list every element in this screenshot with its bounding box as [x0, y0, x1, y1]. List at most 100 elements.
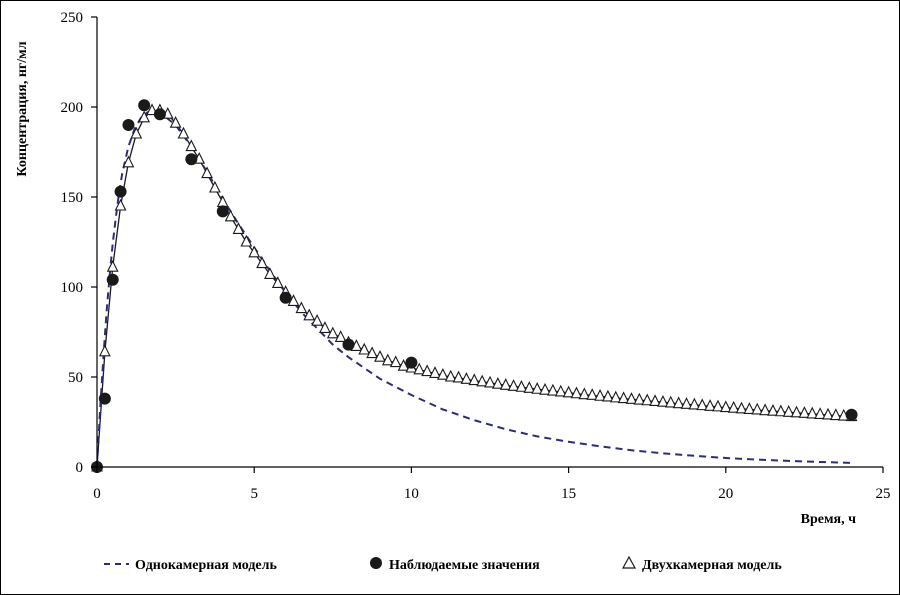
two-compartment-point	[664, 395, 677, 408]
two-compartment-point	[649, 394, 661, 407]
x-tick-label: 0	[93, 486, 101, 502]
two-compartment-point	[209, 180, 221, 193]
observed-point	[279, 291, 292, 304]
legend-item-observed: Наблюдаемые значения	[370, 557, 540, 573]
y-tick-label: 0	[76, 460, 84, 476]
legend-label: Двухкамерная модель	[642, 558, 782, 573]
two-compartment-point	[374, 349, 386, 362]
two-compartment-point	[751, 402, 764, 415]
two-compartment-point	[688, 397, 701, 410]
two-compartment-point	[609, 390, 622, 403]
y-tick-label: 50	[68, 370, 83, 386]
two-compartment-point	[570, 386, 583, 399]
y-ticks: 0 50 100 150 200 250	[61, 10, 97, 476]
two-compartment-point	[633, 392, 646, 405]
legend-item-two-compartment: Двухкамерная модель	[621, 555, 782, 573]
two-compartment-point	[240, 234, 253, 247]
y-tick-label: 100	[61, 280, 84, 296]
x-tick-label: 20	[718, 486, 733, 502]
legend-circle-swatch	[370, 557, 382, 569]
two-compartment-point	[421, 364, 434, 377]
two-compartment-point	[625, 392, 638, 404]
two-compartment-point	[546, 383, 559, 396]
two-compartment-point	[319, 321, 331, 333]
two-compartment-point	[806, 406, 819, 419]
two-compartment-point	[743, 402, 756, 414]
observed-point	[138, 99, 151, 112]
observed-point	[114, 185, 127, 198]
two-compartment-point	[248, 245, 261, 258]
two-compartment-point	[562, 385, 575, 398]
two-compartment-point	[444, 369, 457, 382]
two-compartment-point	[782, 405, 795, 417]
two-compartment-point	[586, 388, 599, 400]
two-compartment-point	[295, 301, 308, 314]
observed-point	[845, 408, 858, 421]
two-compartment-point	[712, 399, 724, 412]
two-compartment-point	[201, 166, 213, 179]
two-compartment-point	[798, 406, 811, 418]
two-compartment-point	[452, 370, 465, 383]
two-compartment-point	[822, 407, 834, 420]
two-compartment-point	[617, 391, 630, 404]
two-compartment-point	[256, 256, 268, 269]
legend-label: Однокамерная модель	[135, 558, 277, 573]
two-compartment-point	[759, 403, 771, 416]
observed-point	[405, 356, 418, 369]
two-compartment-point	[436, 367, 449, 380]
observed-point	[106, 273, 119, 286]
two-compartment-point	[334, 330, 347, 342]
two-compartment-point	[499, 378, 512, 390]
two-compartment-point	[727, 400, 740, 413]
two-compartment-point	[177, 126, 190, 139]
two-compartment-point	[429, 366, 441, 378]
two-compartment-point	[185, 139, 198, 152]
two-compartment-point	[696, 398, 709, 411]
observed-point	[342, 338, 355, 351]
two-compartment-point	[774, 404, 787, 417]
two-compartment-point	[657, 394, 669, 407]
two-compartment-point	[790, 405, 803, 418]
two-compartment-line	[96, 109, 852, 468]
two-compartment-point	[381, 353, 394, 366]
two-compartment-point	[311, 313, 323, 326]
observed-point	[98, 392, 111, 405]
two-compartment-point	[106, 259, 119, 272]
y-tick-label: 250	[61, 10, 84, 26]
y-tick-label: 200	[61, 100, 84, 116]
plot-area	[91, 99, 858, 473]
two-compartment-point	[476, 374, 489, 387]
two-compartment-point	[114, 198, 127, 211]
two-compartment-point	[735, 401, 748, 414]
two-compartment-point	[169, 115, 182, 128]
two-compartment-point	[491, 376, 504, 389]
observed-point	[122, 119, 135, 131]
two-compartment-point	[468, 373, 481, 386]
two-compartment-point	[515, 380, 528, 392]
two-compartment-point	[122, 155, 135, 168]
two-compartment-point	[98, 344, 111, 357]
two-compartment-point	[271, 276, 284, 288]
two-compartment-point	[829, 408, 842, 421]
two-compartment-point	[602, 389, 614, 402]
one-compartment-line	[96, 109, 852, 468]
x-tick-label: 25	[876, 486, 891, 502]
two-compartment-point	[767, 403, 779, 416]
x-ticks: 0 5 10 15 20 25	[93, 467, 891, 502]
two-compartment-point	[484, 375, 496, 388]
two-compartment-point	[523, 381, 536, 393]
two-compartment-point	[326, 326, 339, 339]
two-compartment-point	[389, 355, 402, 368]
x-tick-label: 5	[250, 486, 258, 502]
x-axis-label: Время, ч	[801, 512, 856, 527]
two-compartment-point	[460, 372, 473, 384]
y-tick-label: 150	[61, 190, 84, 206]
y-axis-label: Концентрация, нг/мл	[15, 41, 30, 176]
two-compartment-point	[303, 308, 316, 321]
observed-point	[153, 108, 166, 121]
two-compartment-point	[578, 387, 591, 400]
legend-item-one-compartment: Однокамерная модель	[104, 558, 277, 573]
two-compartment-point	[704, 399, 716, 411]
legend-label: Наблюдаемые значения	[389, 558, 540, 573]
legend: Однокамерная модель Наблюдаемые значения…	[104, 555, 782, 573]
